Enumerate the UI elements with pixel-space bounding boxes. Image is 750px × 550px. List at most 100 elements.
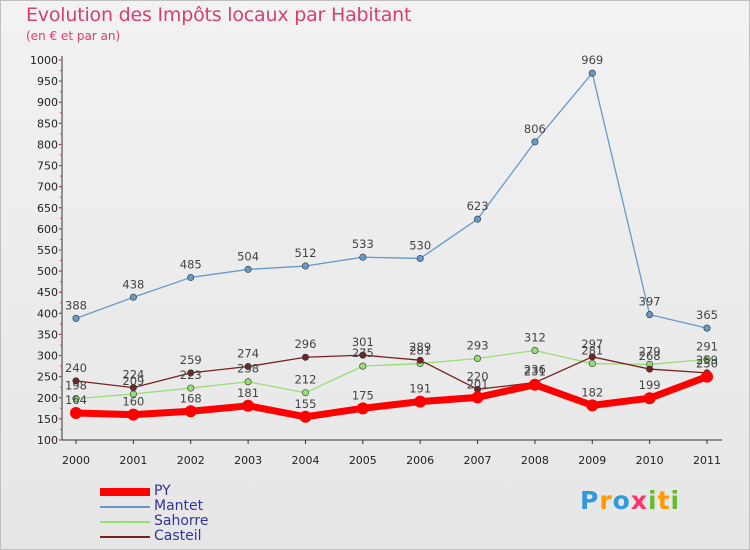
y-tick-label: 900 xyxy=(37,96,58,109)
data-label-mantet: 485 xyxy=(180,257,202,271)
data-point-casteil xyxy=(301,353,309,361)
data-point-sahorre xyxy=(244,378,252,386)
data-label-py: 199 xyxy=(639,378,661,392)
x-tick-label: 2004 xyxy=(291,454,319,467)
data-label-py: 181 xyxy=(237,386,259,400)
data-point-mantet xyxy=(359,253,367,261)
legend-swatch xyxy=(100,521,150,523)
logo-letter: r xyxy=(599,486,613,515)
data-label-py: 175 xyxy=(352,388,374,402)
y-tick-label: 250 xyxy=(37,371,58,384)
data-point-sahorre xyxy=(301,389,309,397)
data-point-mantet xyxy=(416,254,424,262)
data-label-sahorre: 281 xyxy=(409,344,431,358)
legend-swatch xyxy=(100,488,150,496)
data-point-mantet xyxy=(588,69,596,77)
data-label-mantet: 512 xyxy=(294,246,316,260)
data-label-sahorre: 291 xyxy=(696,339,718,353)
legend-item-py: PY xyxy=(100,483,300,500)
data-point-casteil xyxy=(646,365,654,373)
data-label-casteil: 259 xyxy=(696,353,718,367)
logo-letter: t xyxy=(657,486,671,515)
x-tick-label: 2003 xyxy=(234,454,262,467)
logo-letter: i xyxy=(648,486,658,515)
data-label-py: 168 xyxy=(180,391,202,405)
data-point-sahorre xyxy=(703,355,711,363)
legend-label: Casteil xyxy=(154,528,202,544)
data-point-mantet xyxy=(244,265,252,273)
data-point-casteil xyxy=(244,363,252,371)
logo-letter: i xyxy=(670,486,681,515)
data-point-sahorre xyxy=(72,395,80,403)
legend-item-casteil: Casteil xyxy=(100,528,300,545)
data-point-py xyxy=(127,408,140,421)
data-point-mantet xyxy=(129,293,137,301)
data-label-py: 191 xyxy=(409,382,431,396)
data-label-casteil: 297 xyxy=(581,337,603,351)
data-point-sahorre xyxy=(474,355,482,363)
data-point-mantet xyxy=(474,215,482,223)
data-label-sahorre: 198 xyxy=(65,379,87,393)
data-label-mantet: 969 xyxy=(581,53,603,67)
legend-label: Mantet xyxy=(154,498,204,514)
legend-item-sahorre: Sahorre xyxy=(100,513,300,530)
x-tick-label: 2000 xyxy=(62,454,90,467)
data-label-sahorre: 209 xyxy=(122,374,144,388)
data-label-py: 182 xyxy=(581,385,603,399)
series-line-py xyxy=(75,373,709,421)
data-point-py xyxy=(70,406,82,419)
data-point-py xyxy=(528,378,541,391)
data-point-mantet xyxy=(187,273,195,281)
y-tick-label: 850 xyxy=(37,117,58,130)
data-point-sahorre xyxy=(187,384,195,392)
data-point-casteil xyxy=(187,369,195,377)
chart-title: Evolution des Impôts locaux par Habitant xyxy=(26,4,412,26)
data-point-mantet xyxy=(531,138,539,146)
data-label-casteil: 220 xyxy=(467,369,489,383)
data-point-py xyxy=(643,392,656,405)
data-label-py: 160 xyxy=(122,395,144,409)
data-label-sahorre: 279 xyxy=(639,344,661,358)
data-label-py: 201 xyxy=(467,377,489,391)
data-label-casteil: 240 xyxy=(65,361,87,375)
data-point-mantet xyxy=(646,311,654,319)
data-point-casteil xyxy=(72,377,80,385)
y-tick-label: 500 xyxy=(37,265,58,278)
x-tick-label: 2001 xyxy=(119,454,147,467)
data-label-casteil: 301 xyxy=(352,335,374,349)
x-tick-label: 2008 xyxy=(521,454,549,467)
y-tick-label: 350 xyxy=(37,328,58,341)
data-point-py xyxy=(356,402,369,415)
data-point-casteil xyxy=(588,353,596,361)
legend-swatch xyxy=(100,506,150,508)
x-tick-label: 2009 xyxy=(578,454,606,467)
legend-swatch xyxy=(100,536,150,538)
data-label-sahorre: 275 xyxy=(352,346,374,360)
series-line-mantet xyxy=(75,72,708,329)
data-label-mantet: 806 xyxy=(524,122,546,136)
data-label-mantet: 530 xyxy=(409,238,431,252)
series-line-sahorre xyxy=(75,349,708,400)
data-label-py: 164 xyxy=(65,393,87,407)
data-point-sahorre xyxy=(531,346,539,354)
y-tick-label: 1000 xyxy=(30,54,58,67)
data-label-casteil: 274 xyxy=(237,347,259,361)
data-label-mantet: 397 xyxy=(639,295,661,309)
legend-label: Sahorre xyxy=(154,513,209,529)
data-point-py xyxy=(586,399,599,412)
y-tick-label: 800 xyxy=(37,138,58,151)
y-tick-label: 100 xyxy=(37,434,58,447)
logo-letter: o xyxy=(612,486,631,515)
series-line-casteil xyxy=(75,354,708,390)
x-tick-label: 2011 xyxy=(693,454,721,467)
data-label-mantet: 533 xyxy=(352,237,374,251)
data-point-py xyxy=(299,410,312,423)
y-tick-label: 600 xyxy=(37,223,58,236)
y-tick-label: 700 xyxy=(37,181,58,194)
data-point-casteil xyxy=(129,384,137,392)
y-tick-label: 200 xyxy=(37,392,58,405)
x-tick-label: 2007 xyxy=(464,454,492,467)
data-label-sahorre: 293 xyxy=(467,339,489,353)
data-label-sahorre: 238 xyxy=(237,362,259,376)
